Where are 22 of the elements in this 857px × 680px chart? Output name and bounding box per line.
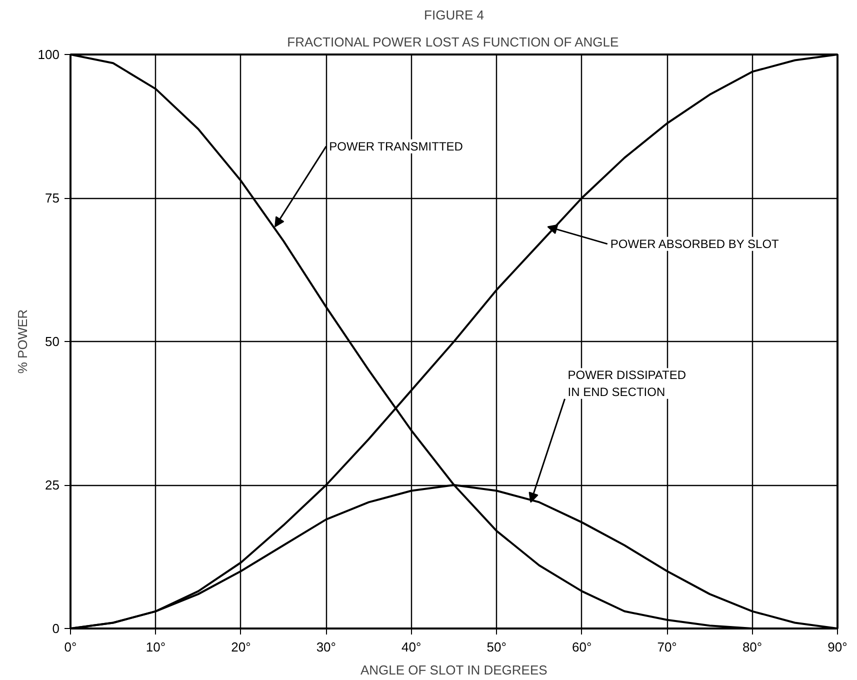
y-tick-label: 75 <box>45 190 60 206</box>
x-tick-label: 40° <box>402 640 422 654</box>
x-tick-label: 60° <box>572 640 592 654</box>
y-tick-label: 100 <box>38 47 60 62</box>
x-tick-label: 50° <box>486 640 506 654</box>
x-tick-label: 20° <box>231 640 251 654</box>
x-tick-label: 0° <box>64 640 77 654</box>
x-tick-label: 70° <box>657 640 677 654</box>
x-axis-title: ANGLE OF SLOT IN DEGREES <box>360 662 548 678</box>
y-tick-label: 50 <box>45 334 60 349</box>
chart-title: FIGURE 4 <box>424 8 484 22</box>
y-tick-label: 25 <box>45 478 60 492</box>
x-tick-label: 90° <box>828 640 848 654</box>
annotation: POWER DISSIPATED IN END SECTION <box>568 368 686 399</box>
y-tick-label: 0 <box>52 621 60 636</box>
y-axis-title: % POWER <box>14 309 30 374</box>
x-tick-label: 10° <box>146 640 166 654</box>
annotation: POWER ABSORBED BY SLOT <box>610 236 780 251</box>
annotation: POWER TRANSMITTED <box>329 139 464 154</box>
chart-subtitle: FRACTIONAL POWER LOST AS FUNCTION OF ANGLE <box>287 34 620 50</box>
x-tick-label: 80° <box>742 640 762 654</box>
x-tick-label: 30° <box>316 640 336 654</box>
